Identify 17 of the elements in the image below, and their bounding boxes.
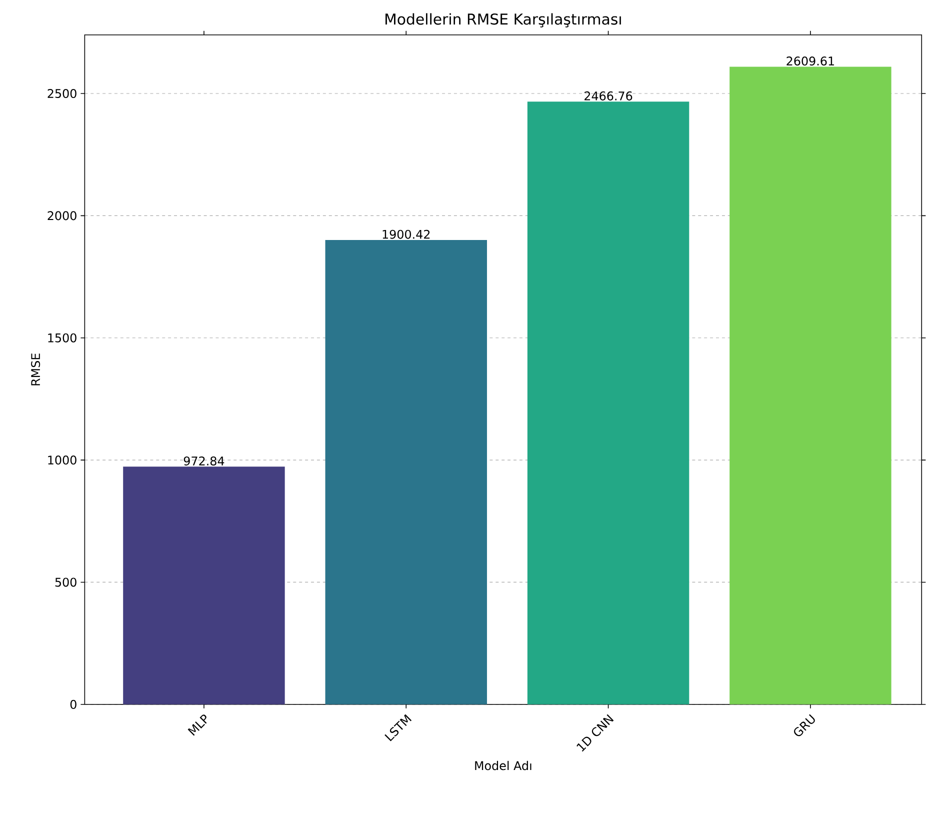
- y-tick-label: 2000: [48, 211, 76, 220]
- bar: [325, 240, 487, 704]
- data-label: 2609.61: [786, 56, 834, 66]
- bar: [730, 66, 892, 704]
- data-label: 2466.76: [584, 91, 632, 100]
- y-tick-label: 2500: [48, 89, 76, 98]
- bar: [123, 466, 285, 704]
- x-axis-title: Model Adı: [475, 760, 532, 770]
- data-label: 1900.42: [382, 230, 430, 239]
- y-tick-label: 1500: [48, 333, 76, 342]
- chart-title: Modellerin RMSE Karşılaştırması: [386, 13, 621, 28]
- y-tick-label: 500: [55, 578, 76, 587]
- y-tick-label: 1000: [48, 456, 76, 465]
- y-axis-title: RMSE: [31, 354, 40, 386]
- data-label: 972.84: [184, 456, 224, 466]
- y-tick-label: 0: [70, 700, 76, 709]
- bar: [527, 102, 690, 704]
